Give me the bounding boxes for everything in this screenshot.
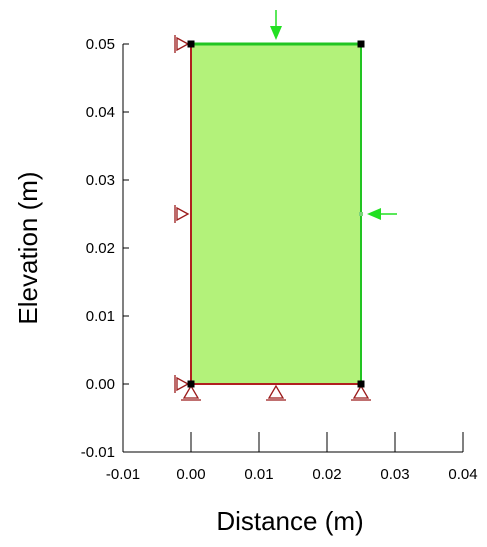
y-tick-label: 0.00 — [86, 376, 115, 393]
x-tick-label: 0.03 — [380, 466, 409, 483]
x-tick-label: 0.00 — [176, 466, 205, 483]
y-tick-label: -0.01 — [81, 444, 115, 461]
model-domain — [190, 42, 362, 385]
node-marker — [187, 40, 195, 48]
material-region — [191, 44, 361, 384]
loads — [270, 10, 397, 220]
y-axis-title: Elevation (m) — [13, 171, 43, 324]
y-tick-label: 0.01 — [86, 308, 115, 325]
node-marker — [357, 40, 365, 48]
x-ticks: -0.01 0.00 0.01 0.02 0.03 0.04 — [106, 432, 478, 483]
y-tick-label: 0.04 — [86, 104, 115, 121]
node-marker — [187, 380, 195, 388]
y-fixity-icon — [181, 384, 201, 401]
y-tick-label: 0.02 — [86, 240, 115, 257]
boundary-fixities — [174, 35, 371, 401]
x-tick-label: -0.01 — [106, 466, 140, 483]
axes: 0.050.040.030.020.010.00-0.01 -0.01 0.00 0… — [81, 36, 478, 483]
y-tick-label: 0.03 — [86, 172, 115, 189]
nodes — [187, 40, 365, 388]
x-fixity-icon — [174, 35, 190, 53]
y-tick-label: 0.05 — [86, 36, 115, 53]
x-fixity-icon — [174, 375, 190, 393]
x-axis-title: Distance (m) — [216, 506, 363, 536]
y-ticks: 0.05 0.04 0.03 0.02 0.01 0.00 -0.01 — [81, 36, 129, 461]
y-fixity-icon — [351, 384, 371, 401]
down-load-arrow-icon — [270, 10, 282, 40]
x-fixity-icon — [174, 205, 190, 223]
node-marker — [357, 380, 365, 388]
x-tick-label: 0.04 — [448, 466, 477, 483]
x-tick-label: 0.02 — [312, 466, 341, 483]
left-load-arrow-icon — [359, 208, 397, 220]
y-fixity-icon — [266, 384, 286, 401]
x-tick-label: 0.01 — [244, 466, 273, 483]
